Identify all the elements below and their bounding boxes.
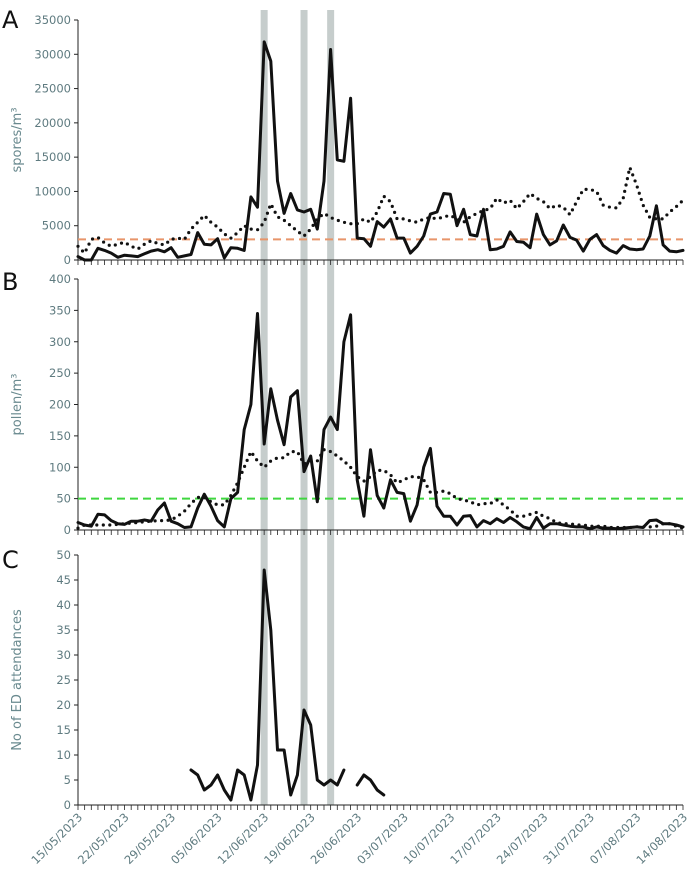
y-tick-label: 25 <box>56 673 71 687</box>
y-tick-label: 350 <box>49 303 71 317</box>
series-line-average <box>76 448 685 530</box>
y-tick-label: 15 <box>56 723 71 737</box>
y-tick-label: 10000 <box>34 184 71 198</box>
y-tick-label: 0 <box>64 523 71 537</box>
y-axis-title: spores/m³ <box>10 107 25 172</box>
y-tick-label: 0 <box>64 798 71 812</box>
y-tick-label: 5 <box>64 773 71 787</box>
y-tick-label: 35 <box>56 623 71 637</box>
y-tick-label: 200 <box>49 398 71 412</box>
panel-letter: A <box>2 6 19 34</box>
y-tick-label: 50 <box>56 492 71 506</box>
y-tick-label: 30000 <box>34 47 71 61</box>
y-axis-title: No of ED attendances <box>10 609 25 751</box>
highlight-band <box>300 10 308 805</box>
panel-letter: B <box>2 268 18 296</box>
y-tick-label: 10 <box>56 748 71 762</box>
highlight-band <box>260 10 268 805</box>
y-tick-label: 20 <box>56 698 71 712</box>
y-tick-label: 20000 <box>34 116 71 130</box>
series-line-daily <box>76 312 685 531</box>
y-tick-label: 150 <box>49 429 71 443</box>
series-line-ED-attendances <box>189 568 386 802</box>
y-tick-label: 5000 <box>42 219 71 233</box>
x-axis-labels: 15/05/202322/05/202329/05/202305/06/2023… <box>28 810 690 867</box>
highlight-band <box>327 10 335 805</box>
y-tick-label: 30 <box>56 648 71 662</box>
y-tick-label: 100 <box>49 460 71 474</box>
y-tick-label: 400 <box>49 272 71 286</box>
y-tick-label: 45 <box>56 573 71 587</box>
y-tick-label: 35000 <box>34 13 71 27</box>
panel-B: B 0 50 100 150 200 250 300 350 400 pollen/m³ <box>2 268 685 537</box>
panel-letter: C <box>2 546 19 574</box>
panel-A: A 0 5000 10000 15000 20000 25000 30000 35000 spor… <box>2 6 685 267</box>
y-tick-label: 0 <box>64 253 71 267</box>
panel-C: C 0 5 10 15 20 25 30 35 40 45 50 No of ED attendance… <box>2 546 684 812</box>
y-tick-label: 250 <box>49 366 71 380</box>
y-tick-label: 300 <box>49 335 71 349</box>
y-tick-label: 50 <box>56 548 71 562</box>
series-line-average <box>76 165 685 255</box>
y-axis-title: pollen/m³ <box>10 374 25 436</box>
y-tick-label: 40 <box>56 598 71 612</box>
y-tick-label: 25000 <box>34 82 71 96</box>
highlight-bands <box>260 10 335 805</box>
y-tick-label: 15000 <box>34 150 71 164</box>
series-line-daily <box>76 40 685 262</box>
